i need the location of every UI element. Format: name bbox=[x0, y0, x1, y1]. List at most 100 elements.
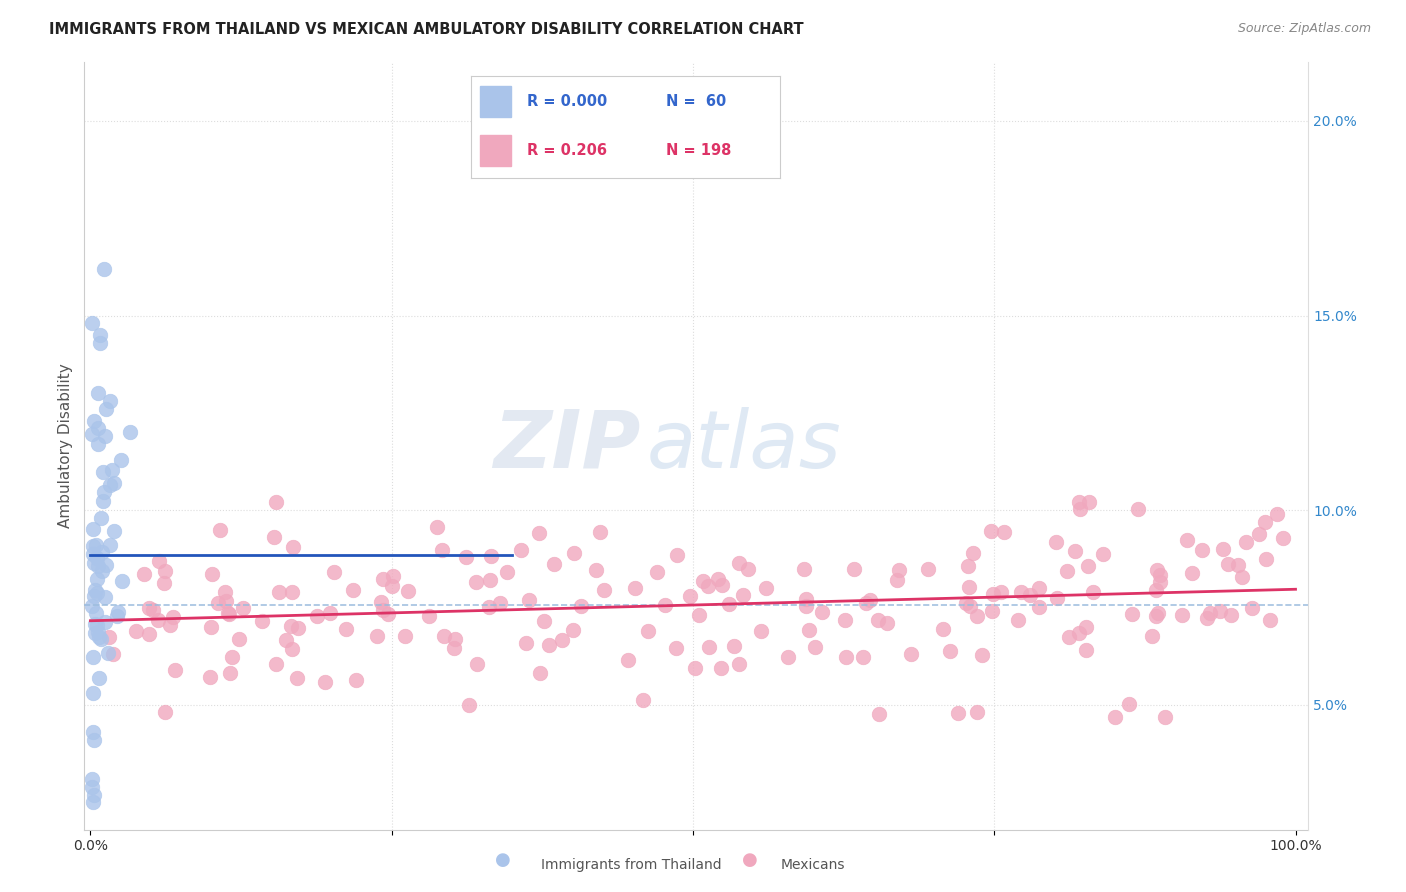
Point bbox=[1059, 630, 1081, 644]
Point bbox=[83, 414, 105, 428]
Point bbox=[697, 640, 720, 655]
Point bbox=[1191, 542, 1213, 557]
Point bbox=[232, 601, 254, 615]
Point bbox=[551, 632, 574, 647]
Point bbox=[1226, 558, 1249, 572]
Point bbox=[1177, 533, 1199, 547]
Point bbox=[1254, 552, 1277, 566]
Point bbox=[89, 335, 111, 350]
Point bbox=[138, 627, 160, 641]
Point bbox=[132, 567, 155, 582]
Point bbox=[1069, 626, 1091, 640]
Point bbox=[886, 573, 908, 587]
Point bbox=[1171, 607, 1194, 622]
Point bbox=[939, 644, 962, 658]
Point bbox=[707, 572, 730, 586]
Point bbox=[1019, 588, 1042, 602]
Point bbox=[87, 624, 110, 639]
Point bbox=[201, 566, 224, 581]
Point bbox=[90, 511, 112, 525]
Point bbox=[287, 621, 309, 635]
Point bbox=[82, 649, 104, 664]
Point bbox=[91, 564, 114, 578]
Point bbox=[366, 629, 388, 643]
Point bbox=[153, 564, 176, 578]
Point bbox=[1144, 583, 1167, 598]
Point bbox=[1118, 697, 1140, 711]
Point bbox=[91, 545, 114, 559]
Point bbox=[569, 599, 592, 613]
Point bbox=[688, 607, 710, 622]
Point bbox=[510, 543, 533, 558]
Point bbox=[855, 596, 877, 610]
FancyBboxPatch shape bbox=[481, 136, 512, 166]
Point bbox=[529, 666, 551, 681]
Point bbox=[138, 600, 160, 615]
Point bbox=[793, 562, 815, 576]
Point bbox=[87, 631, 110, 645]
Point bbox=[208, 523, 231, 537]
Point bbox=[496, 565, 519, 579]
Point bbox=[373, 572, 395, 586]
Point bbox=[148, 554, 170, 568]
Point bbox=[94, 558, 117, 572]
Point bbox=[887, 563, 910, 577]
Point bbox=[1146, 563, 1168, 577]
Point bbox=[418, 608, 440, 623]
Point bbox=[1076, 620, 1098, 634]
Point bbox=[1056, 564, 1078, 578]
Point bbox=[83, 733, 105, 747]
Text: Mexicans: Mexicans bbox=[780, 858, 845, 872]
Point bbox=[80, 599, 103, 613]
Point bbox=[696, 579, 718, 593]
Text: ●: ● bbox=[741, 851, 758, 869]
Point bbox=[1258, 613, 1281, 627]
Point bbox=[344, 673, 367, 687]
Point bbox=[458, 698, 481, 713]
Point bbox=[93, 485, 115, 500]
Point bbox=[1271, 531, 1294, 545]
Point bbox=[737, 562, 759, 576]
Point bbox=[1063, 544, 1085, 558]
Point bbox=[852, 649, 875, 664]
Point bbox=[430, 543, 453, 558]
Point bbox=[93, 261, 115, 276]
Point bbox=[465, 657, 488, 672]
Point bbox=[82, 547, 104, 561]
Point bbox=[91, 465, 114, 479]
Point bbox=[478, 600, 501, 615]
Point bbox=[1074, 643, 1097, 657]
Point bbox=[1046, 591, 1069, 606]
Text: ZIP: ZIP bbox=[494, 407, 641, 485]
Point bbox=[868, 706, 890, 721]
Point bbox=[377, 607, 399, 621]
Point bbox=[381, 579, 404, 593]
Point bbox=[678, 589, 700, 603]
Point bbox=[665, 548, 688, 562]
Point bbox=[589, 524, 612, 539]
Point bbox=[710, 661, 733, 675]
Point bbox=[83, 583, 105, 598]
Point bbox=[86, 618, 108, 632]
Point bbox=[755, 581, 778, 595]
Point bbox=[796, 599, 818, 614]
Point bbox=[844, 562, 866, 576]
Y-axis label: Ambulatory Disability: Ambulatory Disability bbox=[58, 364, 73, 528]
Point bbox=[394, 629, 416, 643]
Point bbox=[200, 619, 222, 633]
Point bbox=[281, 540, 304, 554]
Point bbox=[804, 640, 827, 654]
Point bbox=[900, 648, 922, 662]
Point bbox=[159, 618, 181, 632]
Point bbox=[728, 657, 751, 671]
Point bbox=[82, 316, 104, 330]
Point bbox=[98, 538, 121, 552]
Point bbox=[1249, 526, 1271, 541]
Point bbox=[527, 525, 550, 540]
Point bbox=[1142, 629, 1164, 643]
Point bbox=[1181, 566, 1204, 580]
Point bbox=[637, 624, 659, 638]
Text: R = 0.000: R = 0.000 bbox=[527, 94, 607, 109]
Point bbox=[86, 550, 108, 565]
Point bbox=[125, 624, 148, 639]
